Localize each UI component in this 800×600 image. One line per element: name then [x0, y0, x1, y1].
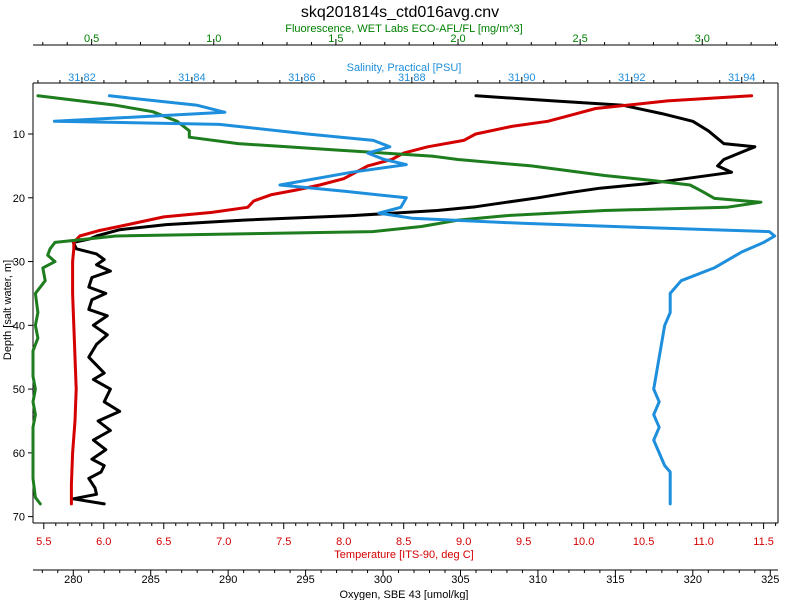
depth-axis-label: Depth [salt water, m] — [2, 260, 14, 360]
oxygen-tick-label: 290 — [219, 574, 237, 586]
oxygen-tick-label: 315 — [606, 574, 624, 586]
salinity-tick-label: 31.82 — [68, 72, 96, 84]
temperature-tick-label: 11.0 — [693, 536, 714, 548]
temperature-tick-label: 5.5 — [36, 536, 51, 548]
fluorescence-tick-label: 2.5 — [572, 33, 587, 45]
oxygen-tick-label: 310 — [529, 574, 547, 586]
oxygen-tick-label: 305 — [451, 574, 469, 586]
salinity-tick-label: 31.88 — [398, 72, 426, 84]
salinity-tick-label: 31.86 — [288, 72, 316, 84]
fluorescence-tick-label: 1.0 — [206, 33, 221, 45]
salinity-tick-label: 31.94 — [728, 72, 756, 84]
temperature-tick-label: 6.0 — [96, 536, 111, 548]
fluorescence-profile-line — [31, 94, 763, 506]
fluorescence-tick-label: 2.0 — [450, 33, 465, 45]
temperature-tick-label: 10.5 — [633, 536, 654, 548]
oxygen-profile-line — [71, 94, 757, 506]
temperature-tick-label: 11.5 — [753, 536, 774, 548]
fluorescence-axis-label: Fluorescence, WET Labs ECO-AFL/FL [mg/m^… — [285, 23, 522, 35]
salinity-tick-label: 31.90 — [508, 72, 536, 84]
temperature-tick-label: 9.0 — [456, 536, 471, 548]
y-tick-label: 30 — [13, 257, 25, 269]
series-group — [31, 94, 777, 506]
temperature-tick-label: 8.0 — [336, 536, 351, 548]
oxygen-tick-label: 285 — [142, 574, 160, 586]
temperature-tick-label: 7.0 — [216, 536, 231, 548]
temperature-profile-line — [69, 94, 754, 506]
oxygen-tick-label: 300 — [374, 574, 392, 586]
salinity-tick-label: 31.92 — [618, 72, 646, 84]
y-tick-label: 60 — [13, 448, 25, 460]
fluorescence-tick-label: 3.0 — [695, 33, 710, 45]
salinity-profile-line — [52, 94, 777, 506]
y-tick-label: 10 — [13, 129, 25, 141]
temperature-axis-label: Temperature [ITS-90, deg C] — [334, 549, 473, 561]
fluorescence-tick-label: 1.5 — [328, 33, 343, 45]
temperature-tick-label: 8.5 — [396, 536, 411, 548]
oxygen-tick-label: 325 — [761, 574, 779, 586]
temperature-tick-label: 10.0 — [573, 536, 594, 548]
fluorescence-tick-label: 0.5 — [84, 33, 99, 45]
oxygen-tick-label: 295 — [296, 574, 314, 586]
temperature-tick-label: 7.5 — [276, 536, 291, 548]
y-tick-label: 50 — [13, 384, 25, 396]
chart-title: skq201814s_ctd016avg.cnv — [301, 4, 499, 21]
y-tick-label: 40 — [13, 320, 25, 332]
temperature-tick-label: 9.5 — [516, 536, 531, 548]
oxygen-axis-label: Oxygen, SBE 43 [umol/kg] — [339, 589, 468, 600]
temperature-tick-label: 6.5 — [156, 536, 171, 548]
y-tick-label: 20 — [13, 193, 25, 205]
axes-group: 10 20 30 40 50 60 70 0.5 1.0 1.5 2.0 2.5 3.0 31.82 31.… — [13, 33, 780, 586]
salinity-axis-label: Salinity, Practical [PSU] — [347, 62, 462, 74]
salinity-tick-label: 31.84 — [178, 72, 206, 84]
oxygen-tick-label: 280 — [64, 574, 82, 586]
oxygen-tick-label: 320 — [684, 574, 702, 586]
y-tick-label: 70 — [13, 512, 25, 524]
